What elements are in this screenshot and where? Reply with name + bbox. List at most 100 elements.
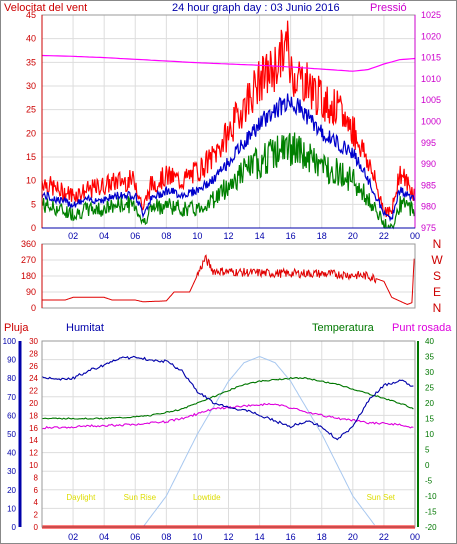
climate-hour-label: 12 (223, 532, 233, 542)
rain-tick-label: 22 (29, 387, 38, 396)
rain-tick-label: 6 (34, 486, 39, 495)
wind-tick-label: 20 (26, 128, 36, 138)
humidity-tick-label: 40 (7, 449, 16, 458)
rain-tick-label: 18 (29, 411, 38, 420)
humidity-tick-label: 100 (3, 337, 17, 346)
wind-hour-label: 08 (161, 231, 171, 241)
rain-title: Pluja (4, 322, 29, 334)
climate-hour-label: 08 (161, 532, 171, 542)
wind-average-line (41, 93, 415, 223)
rain-tick-label: 2 (34, 511, 39, 520)
solar-curve (142, 355, 375, 528)
sun-event-label: Sun Set (367, 493, 396, 502)
humidity-title: Humitat (66, 322, 104, 334)
pressure-axis-title: Pressió (370, 2, 407, 14)
wind-direction-line (42, 254, 415, 305)
temperature-tick-label: 30 (425, 368, 434, 377)
rain-tick-label: 8 (34, 473, 39, 482)
wind-gust-line (41, 20, 415, 218)
temperature-tick-label: 20 (425, 399, 434, 408)
wind-tick-label: 35 (26, 57, 36, 67)
pressure-tick-label: 1005 (421, 95, 441, 105)
climate-hour-label: 22 (379, 532, 389, 542)
climate-hour-label: 02 (68, 532, 78, 542)
rain-tick-label: 24 (29, 374, 38, 383)
temperature-tick-label: -15 (425, 508, 437, 517)
climate-hour-label: 18 (317, 532, 327, 542)
graph-title: 24 hour graph day : 03 Junio 2016 (172, 2, 340, 14)
rain-tick-label: 0 (34, 523, 39, 532)
humidity-tick-label: 70 (7, 393, 16, 402)
temperature-line (41, 376, 414, 420)
wind-tick-label: 5 (31, 199, 36, 209)
sun-event-label: Daylight (66, 493, 96, 502)
wind-tick-label: 45 (26, 10, 36, 20)
wind-hour-label: 06 (130, 231, 140, 241)
rain-tick-label: 26 (29, 362, 38, 371)
climate-hour-label: 16 (286, 532, 296, 542)
wind-hour-label: 18 (317, 231, 327, 241)
wind-axis-title: Velocitat del vent (4, 2, 87, 14)
humidity-tick-label: 50 (7, 430, 16, 439)
wind-hour-label: 16 (286, 231, 296, 241)
pressure-tick-label: 990 (421, 159, 436, 169)
temperature-tick-label: 0 (425, 461, 430, 470)
wind-hour-label: 12 (223, 231, 233, 241)
humidity-line (41, 355, 414, 441)
rain-tick-label: 14 (29, 436, 38, 445)
temperature-title: Temperatura (312, 322, 375, 334)
rain-tick-label: 16 (29, 424, 38, 433)
pressure-tick-label: 1025 (421, 10, 441, 20)
humidity-tick-label: 90 (7, 356, 16, 365)
temperature-tick-label: -5 (425, 477, 433, 486)
wind-tick-label: 10 (26, 176, 36, 186)
dewpoint-title: Punt rosada (392, 322, 452, 334)
wind-hour-label: 10 (192, 231, 202, 241)
climate-hour-label: 20 (348, 532, 358, 542)
humidity-tick-label: 80 (7, 374, 16, 383)
rain-tick-label: 30 (29, 337, 38, 346)
temperature-tick-label: 5 (425, 446, 430, 455)
temperature-tick-label: 10 (425, 430, 434, 439)
pressure-tick-label: 1020 (421, 31, 441, 41)
wind-hour-label: 20 (348, 231, 358, 241)
temperature-tick-label: -10 (425, 492, 437, 501)
wind-low-line (41, 132, 415, 230)
pressure-tick-label: 980 (421, 202, 436, 212)
wind-hour-label: 02 (68, 231, 78, 241)
direction-tick-label: 90 (26, 287, 36, 297)
pressure-tick-label: 1015 (421, 53, 441, 63)
pressure-tick-label: 995 (421, 138, 436, 148)
compass-label: E (433, 285, 441, 299)
compass-label: S (433, 269, 441, 283)
pressure-line (41, 54, 416, 72)
humidity-tick-label: 30 (7, 467, 16, 476)
rain-tick-label: 4 (34, 498, 39, 507)
pressure-tick-label: 1000 (421, 117, 441, 127)
direction-tick-label: 360 (21, 239, 36, 249)
wind-tick-label: 40 (26, 34, 36, 44)
sun-event-label: Lowtide (193, 493, 221, 502)
wind-tick-label: 30 (26, 81, 36, 91)
sun-event-label: Sun Rise (124, 493, 157, 502)
temperature-tick-label: 40 (425, 337, 434, 346)
wind-hour-label: 04 (99, 231, 109, 241)
temperature-tick-label: 15 (425, 415, 434, 424)
humidity-tick-label: 0 (12, 523, 17, 532)
climate-hour-label: 10 (192, 532, 202, 542)
rain-tick-label: 12 (29, 449, 38, 458)
rain-tick-label: 10 (29, 461, 38, 470)
wind-tick-label: 0 (31, 223, 36, 233)
direction-tick-label: 180 (21, 271, 36, 281)
climate-hour-label: 14 (255, 532, 265, 542)
direction-tick-label: 0 (31, 303, 36, 313)
humidity-tick-label: 20 (7, 486, 16, 495)
rain-tick-label: 20 (29, 399, 38, 408)
rain-tick-label: 28 (29, 349, 38, 358)
humidity-tick-label: 10 (7, 504, 16, 513)
compass-label: N (433, 237, 442, 251)
climate-panel-border (41, 340, 416, 528)
humidity-tick-label: 60 (7, 411, 16, 420)
wind-tick-label: 15 (26, 152, 36, 162)
